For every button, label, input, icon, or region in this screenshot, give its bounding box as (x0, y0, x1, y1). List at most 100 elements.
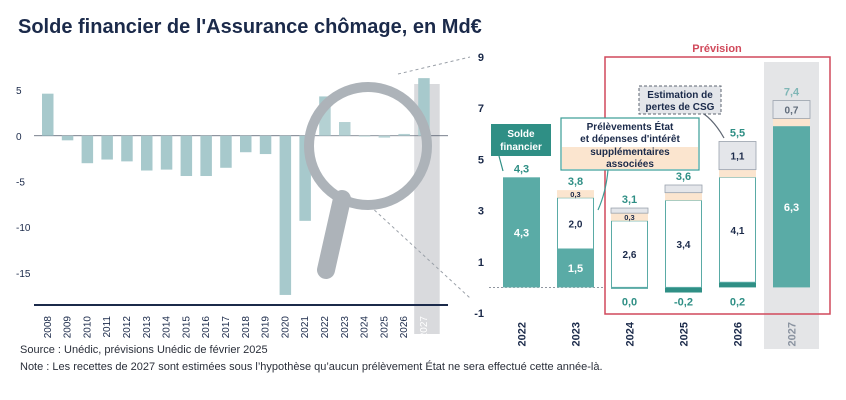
bar-csg-2026 (718, 141, 757, 171)
callout-prelevement-text: associées (606, 159, 654, 170)
callout-prelevement-text: Prélèvements État (587, 120, 674, 133)
y-tick-label: -1 (474, 308, 484, 320)
bar-2020 (279, 135, 292, 295)
bar-2008 (42, 93, 54, 136)
callout-prelevement-pointer (597, 169, 609, 211)
x-tick-label: 2011 (102, 316, 113, 338)
bar-2016 (200, 135, 212, 177)
label-interets-2024: 0,3 (624, 213, 634, 222)
label-interets-2023: 0,3 (570, 190, 580, 199)
label-prelevement-2023: 2,0 (569, 219, 583, 230)
y-tick-label: -5 (16, 178, 25, 189)
x-tick-label: 2016 (201, 316, 212, 339)
label-total-2026: 5,5 (730, 127, 745, 139)
label-total-2027: 7,4 (784, 87, 800, 99)
y-tick-label: 5 (16, 86, 22, 97)
x-tick-label: 2024 (625, 321, 637, 346)
bar-prelevement-2025 (665, 199, 702, 288)
bar-prelevement-2026 (719, 176, 756, 283)
label-total-2023: 3,8 (568, 176, 583, 188)
label-csg-2026: 1,1 (731, 152, 745, 163)
x-tick-label: 2027 (419, 316, 430, 339)
x-tick-label: 2026 (399, 316, 410, 339)
magnifier-handle-icon (317, 190, 351, 279)
zoom-guide-line-top (397, 56, 471, 75)
bar-interets-2025 (665, 192, 702, 201)
footnote: Note : Les recettes de 2027 sont estimée… (20, 361, 603, 373)
callout-csg-text: pertes de CSG (646, 102, 715, 113)
x-tick-label: 2012 (122, 316, 133, 339)
bar-2009 (61, 135, 74, 141)
bar-2024 (358, 135, 371, 137)
bar-2015 (180, 135, 193, 177)
x-tick-label: 2022 (517, 322, 529, 346)
bar-solde-2027 (773, 126, 810, 288)
label-total-2022: 4,3 (514, 163, 529, 175)
x-tick-label: 2015 (181, 316, 192, 339)
bar-2019 (259, 135, 272, 155)
bar-2017 (220, 135, 232, 168)
callout-prelevement-text: supplémentaires (590, 147, 670, 158)
y-tick-label: 0 (16, 132, 22, 143)
x-tick-label: 2027 (787, 322, 799, 346)
bar-solde-2022 (503, 177, 540, 288)
label-prelevement-2025: 3,4 (677, 240, 691, 251)
label-solde-2027: 6,3 (784, 202, 799, 214)
callout-solde-box (491, 124, 551, 156)
y-tick-label: -10 (16, 223, 31, 234)
x-tick-label: 2023 (571, 322, 583, 346)
source-note: Source : Unédic, prévisions Unédic de fé… (20, 344, 268, 356)
y-tick-label: 9 (478, 52, 484, 64)
bar-2027 (418, 78, 430, 136)
x-tick-label: 2020 (280, 316, 291, 339)
y-tick-label: 5 (478, 154, 484, 166)
bar-2022 (319, 96, 331, 136)
y-tick-label: 7 (478, 103, 484, 115)
x-tick-label: 2024 (360, 316, 371, 339)
bar-2025 (378, 135, 391, 138)
label-prelevement-2026: 4,1 (731, 226, 745, 237)
label-total-2024: 3,1 (622, 194, 637, 206)
x-tick-label: 2014 (162, 316, 173, 339)
callout-csg-pointer (703, 113, 725, 139)
x-tick-label: 2022 (320, 316, 331, 339)
bar-prelevement-2024 (611, 220, 648, 288)
bar-csg-2025 (664, 184, 703, 194)
magnifier-lens-icon (304, 82, 432, 210)
y-tick-label: 1 (478, 257, 484, 269)
label-csg-2027: 0,7 (785, 105, 799, 116)
callout-solde-text: financier (500, 142, 542, 153)
bar-interets-2027 (773, 118, 810, 127)
x-tick-label: 2025 (679, 322, 691, 346)
bar-interets-2026 (719, 169, 756, 178)
bar-2026 (398, 133, 410, 136)
callout-csg-box (638, 85, 722, 115)
bar-2018 (240, 135, 252, 153)
x-tick-label: 2025 (379, 316, 390, 339)
bar-2012 (121, 135, 133, 162)
label-prelevement-2024: 2,6 (623, 250, 637, 261)
x-tick-label: 2008 (43, 316, 54, 339)
bar-csg-2027 (772, 100, 811, 119)
label-solde-2023: 1,5 (568, 263, 583, 275)
label-solde-2026: 0,2 (730, 296, 745, 308)
x-tick-label: 2013 (142, 316, 153, 339)
bar-solde-2025 (665, 287, 702, 293)
callout-solde-text: Solde (507, 129, 535, 140)
label-total-2025: 3,6 (676, 171, 691, 183)
bar-csg-2024 (610, 207, 649, 214)
label-solde-2022: 4,3 (514, 227, 529, 239)
x-tick-label: 2019 (261, 316, 272, 339)
callout-solde-pointer (498, 155, 504, 172)
y-tick-label: 3 (478, 206, 484, 218)
x-tick-label: 2010 (82, 316, 93, 339)
bar-2011 (101, 135, 113, 160)
zoom-guide-line-bottom (369, 205, 471, 299)
x-tick-label: 2009 (63, 316, 74, 339)
x-tick-label: 2026 (733, 322, 745, 346)
y-tick-label: -15 (16, 269, 31, 280)
bar-2023 (339, 122, 351, 136)
bar-2021 (299, 135, 311, 221)
